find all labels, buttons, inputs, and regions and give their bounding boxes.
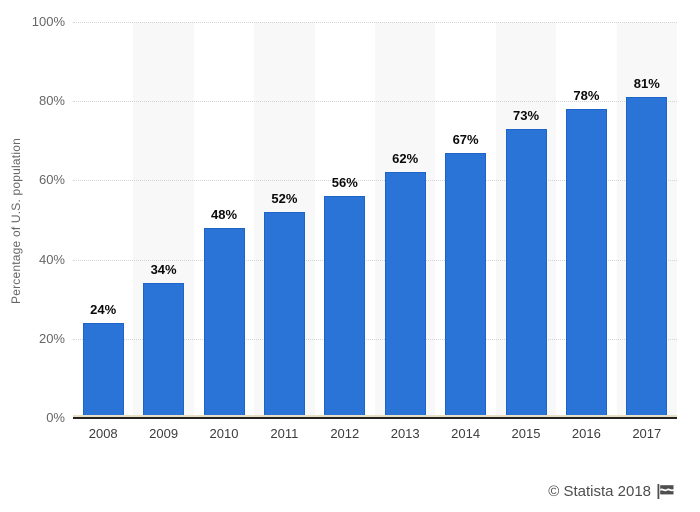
bar bbox=[384, 172, 426, 418]
x-tick-label: 2009 bbox=[149, 426, 179, 441]
bar bbox=[324, 196, 366, 418]
x-tick-label: 2008 bbox=[88, 426, 118, 441]
x-axis-accent-line bbox=[73, 415, 677, 417]
bar-value-label: 56% bbox=[331, 175, 358, 191]
x-tick-label: 2015 bbox=[511, 426, 541, 441]
y-tick-label: 0% bbox=[46, 410, 65, 425]
bar bbox=[203, 227, 245, 418]
bar bbox=[82, 322, 124, 418]
bar-value-label: 67% bbox=[452, 131, 479, 147]
gridline bbox=[73, 259, 677, 261]
bar-value-label: 48% bbox=[210, 206, 238, 222]
y-tick-label: 80% bbox=[38, 93, 65, 109]
bar-value-label: 73% bbox=[512, 107, 540, 123]
x-tick-label: 2011 bbox=[270, 426, 299, 441]
x-tick-label: 2013 bbox=[390, 426, 420, 441]
x-tick-label: 2016 bbox=[571, 426, 601, 441]
y-tick-label: 40% bbox=[38, 251, 65, 267]
footer-credit-text: © Statista 2018 bbox=[548, 483, 651, 500]
x-tick-label: 2010 bbox=[209, 426, 239, 441]
bar-value-label: 78% bbox=[573, 88, 600, 104]
statista-flag-icon bbox=[657, 484, 674, 499]
gridline bbox=[73, 180, 677, 182]
gridline bbox=[73, 338, 677, 340]
footer-credit[interactable]: © Statista 2018 bbox=[548, 483, 674, 500]
x-tick-label: 2012 bbox=[330, 426, 360, 441]
bar bbox=[565, 109, 607, 418]
x-tick-label: 2017 bbox=[632, 426, 662, 441]
bar-value-label: 52% bbox=[271, 191, 298, 207]
gridline bbox=[73, 101, 677, 103]
bar bbox=[626, 97, 668, 418]
bar bbox=[263, 212, 305, 418]
bar-value-label: 62% bbox=[392, 151, 419, 167]
gridline bbox=[73, 22, 677, 23]
bar bbox=[143, 283, 185, 418]
bar-value-label: 24% bbox=[90, 301, 117, 317]
x-tick-label: 2014 bbox=[451, 426, 481, 441]
y-tick-label: 20% bbox=[38, 330, 65, 346]
bar bbox=[445, 152, 487, 418]
plot-area: 24% 2008 34% 2009 48% 2010 52% 2011 56% 2012 62% 20… bbox=[73, 22, 677, 441]
bar bbox=[505, 128, 547, 418]
y-tick-label: 100% bbox=[31, 14, 65, 29]
y-axis-title: Percentage of U.S. population bbox=[9, 138, 23, 304]
y-tick-label: 60% bbox=[38, 172, 65, 188]
bar-value-label: 34% bbox=[150, 262, 177, 278]
x-axis-line bbox=[73, 417, 677, 419]
bar-value-label: 81% bbox=[633, 76, 660, 92]
